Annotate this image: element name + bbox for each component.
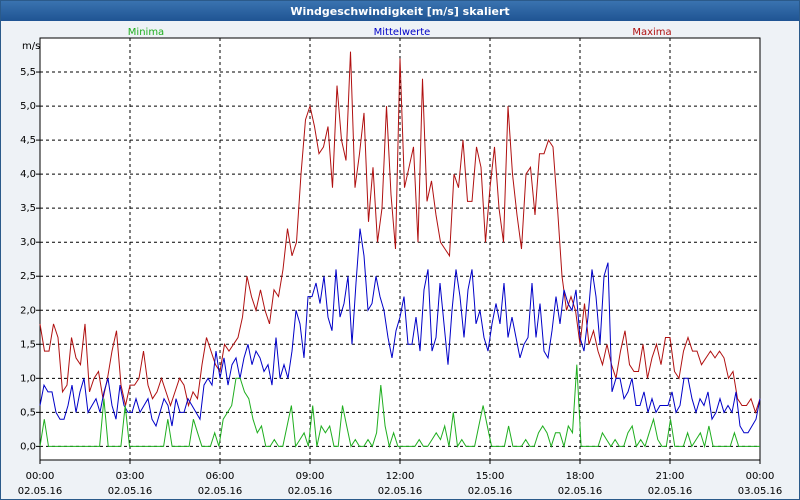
- x-tick-date: 02.05.16: [468, 486, 513, 497]
- x-tick-time: 09:00: [296, 471, 325, 482]
- legend-mittelwerte: Mittelwerte: [374, 27, 431, 38]
- x-axis-ticks: 00:00 02.05.16 03:00 02.05.16 06:00 02.05.16 0…: [18, 460, 783, 497]
- y-tick-label: 0,5: [20, 407, 36, 418]
- x-tick-date: 02.05.16: [18, 486, 63, 497]
- x-tick-date: 02.05.16: [558, 486, 603, 497]
- y-tick-label: 4,0: [20, 169, 36, 180]
- window-title: Windgeschwindigkeit [m/s] skaliert: [1, 1, 799, 21]
- y-tick-label: 1,5: [20, 339, 36, 350]
- series-line-minima: [39, 364, 760, 449]
- y-tick-label: 2,0: [20, 305, 36, 316]
- y-axis-label: m/s: [22, 41, 40, 52]
- y-tick-label: 5,0: [20, 101, 36, 112]
- x-tick-time: 00:00: [746, 471, 775, 482]
- x-tick-date: 02.05.16: [378, 486, 423, 497]
- x-tick-time: 12:00: [386, 471, 415, 482]
- y-tick-label: 2,5: [20, 271, 36, 282]
- y-tick-label: 5,5: [20, 67, 36, 78]
- x-tick-time: 21:00: [656, 471, 685, 482]
- y-tick-label: 4,5: [20, 135, 36, 146]
- y-tick-label: 3,0: [20, 237, 36, 248]
- series-lines: [39, 51, 761, 449]
- x-tick-time: 15:00: [476, 471, 505, 482]
- x-tick-time: 00:00: [26, 471, 55, 482]
- x-tick-date: 02.05.16: [288, 486, 333, 497]
- x-tick-date: 03.05.16: [738, 486, 783, 497]
- y-tick-label: 0,0: [20, 441, 36, 452]
- legend-maxima: Maxima: [632, 27, 671, 38]
- x-tick-date: 02.05.16: [648, 486, 693, 497]
- series-line-mittelwerte: [39, 228, 761, 434]
- x-tick-date: 02.05.16: [108, 486, 153, 497]
- series-line-maxima: [39, 51, 761, 415]
- x-tick-time: 06:00: [206, 471, 235, 482]
- y-tick-label: 3,5: [20, 203, 36, 214]
- x-tick-time: 18:00: [566, 471, 595, 482]
- y-tick-label: 1,0: [20, 373, 36, 384]
- x-tick-time: 03:00: [116, 471, 145, 482]
- x-tick-date: 02.05.16: [198, 486, 243, 497]
- legend-minima: Minima: [128, 27, 164, 38]
- y-axis-ticks: 0,0 0,5 1,0 1,5 2,0 2,5 3,0 3,5 4,0 4,5 5,0 5,5: [20, 67, 40, 452]
